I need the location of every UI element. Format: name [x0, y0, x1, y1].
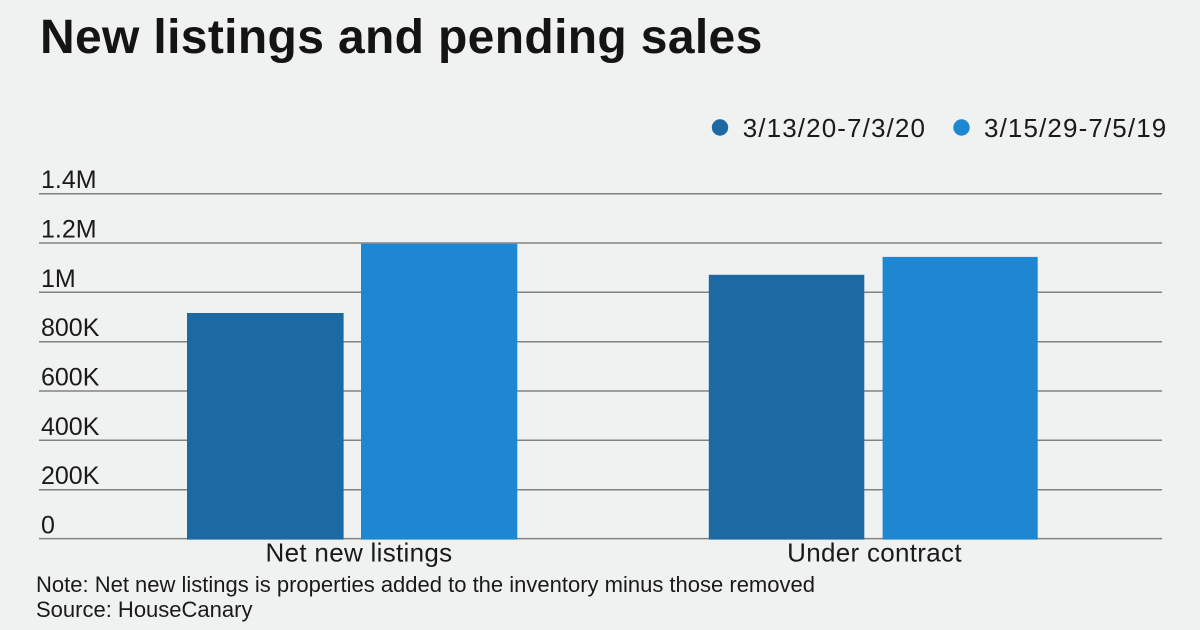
- svg-text:600K: 600K: [41, 364, 100, 392]
- svg-text:0: 0: [41, 512, 55, 540]
- svg-text:1M: 1M: [41, 265, 76, 293]
- svg-text:400K: 400K: [41, 413, 100, 441]
- svg-text:Under contract: Under contract: [787, 538, 962, 568]
- svg-text:1.4M: 1.4M: [41, 166, 97, 194]
- svg-text:200K: 200K: [41, 462, 100, 490]
- svg-text:1.2M: 1.2M: [41, 216, 97, 244]
- svg-text:3/15/29-7/5/19: 3/15/29-7/5/19: [984, 113, 1167, 143]
- svg-text:3/13/20-7/3/20: 3/13/20-7/3/20: [743, 113, 926, 143]
- svg-text:800K: 800K: [41, 314, 100, 342]
- svg-text:Net new listings: Net new listings: [266, 538, 453, 568]
